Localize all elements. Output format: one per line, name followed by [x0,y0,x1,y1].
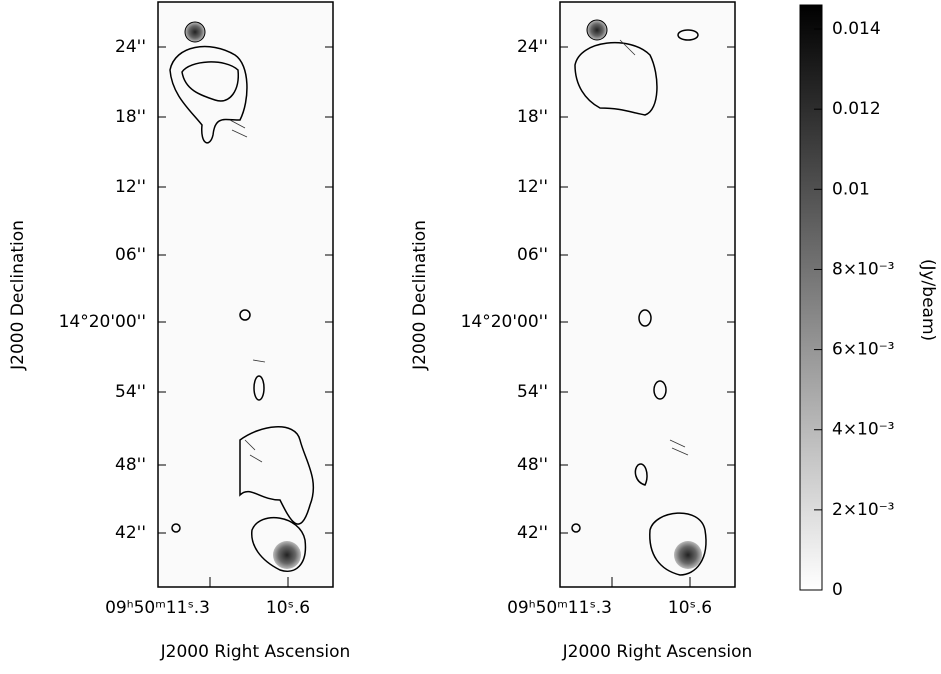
map-left [158,2,333,587]
map-frame [157,1,334,588]
y-tick-label: 18'' [115,107,146,127]
map-right [560,2,735,587]
y-axis-label: J2000 Declination [8,220,28,371]
y-tick-label: 42'' [517,523,548,543]
y-tick-label: 12'' [115,177,146,197]
y-tick-label: 24'' [115,37,146,57]
colorbar-label: (Jy/beam) [918,259,938,341]
y-tick-label: 24'' [517,37,548,57]
colorbar-tick-label: 8×10⁻³ [832,259,894,279]
x-tick-label: 09ʰ50ᵐ11ˢ.3 [105,598,210,618]
y-tick-label: 18'' [517,107,548,127]
y-axis-label: J2000 Declination [410,220,430,371]
y-tick-label: 54'' [115,382,146,402]
colorbar-tick-label: 0.014 [832,19,881,39]
y-tick-label: 06'' [517,245,548,265]
colorbar [799,4,823,591]
y-tick-label: 14°20'00'' [461,312,548,332]
x-tick-label: 09ʰ50ᵐ11ˢ.3 [507,598,612,618]
y-tick-label: 42'' [115,523,146,543]
x-tick-label: 10ˢ.6 [668,598,712,618]
colorbar-tick-label: 4×10⁻³ [832,420,894,440]
colorbar-tick-label: 6×10⁻³ [832,340,894,360]
y-tick-label: 48'' [115,455,146,475]
map-frame [559,1,736,588]
x-axis-label: J2000 Right Ascension [562,642,753,662]
colorbar-tick-label: 0.012 [832,99,881,119]
colorbar-tick-label: 0 [832,580,843,600]
y-tick-label: 06'' [115,245,146,265]
colorbar-tick-label: 2×10⁻³ [832,500,894,520]
x-tick-label: 10ˢ.6 [266,598,310,618]
y-tick-label: 14°20'00'' [59,312,146,332]
x-axis-label: J2000 Right Ascension [160,642,351,662]
y-tick-label: 54'' [517,382,548,402]
colorbar-tick-label: 0.01 [832,179,870,199]
y-tick-label: 48'' [517,455,548,475]
y-tick-label: 12'' [517,177,548,197]
